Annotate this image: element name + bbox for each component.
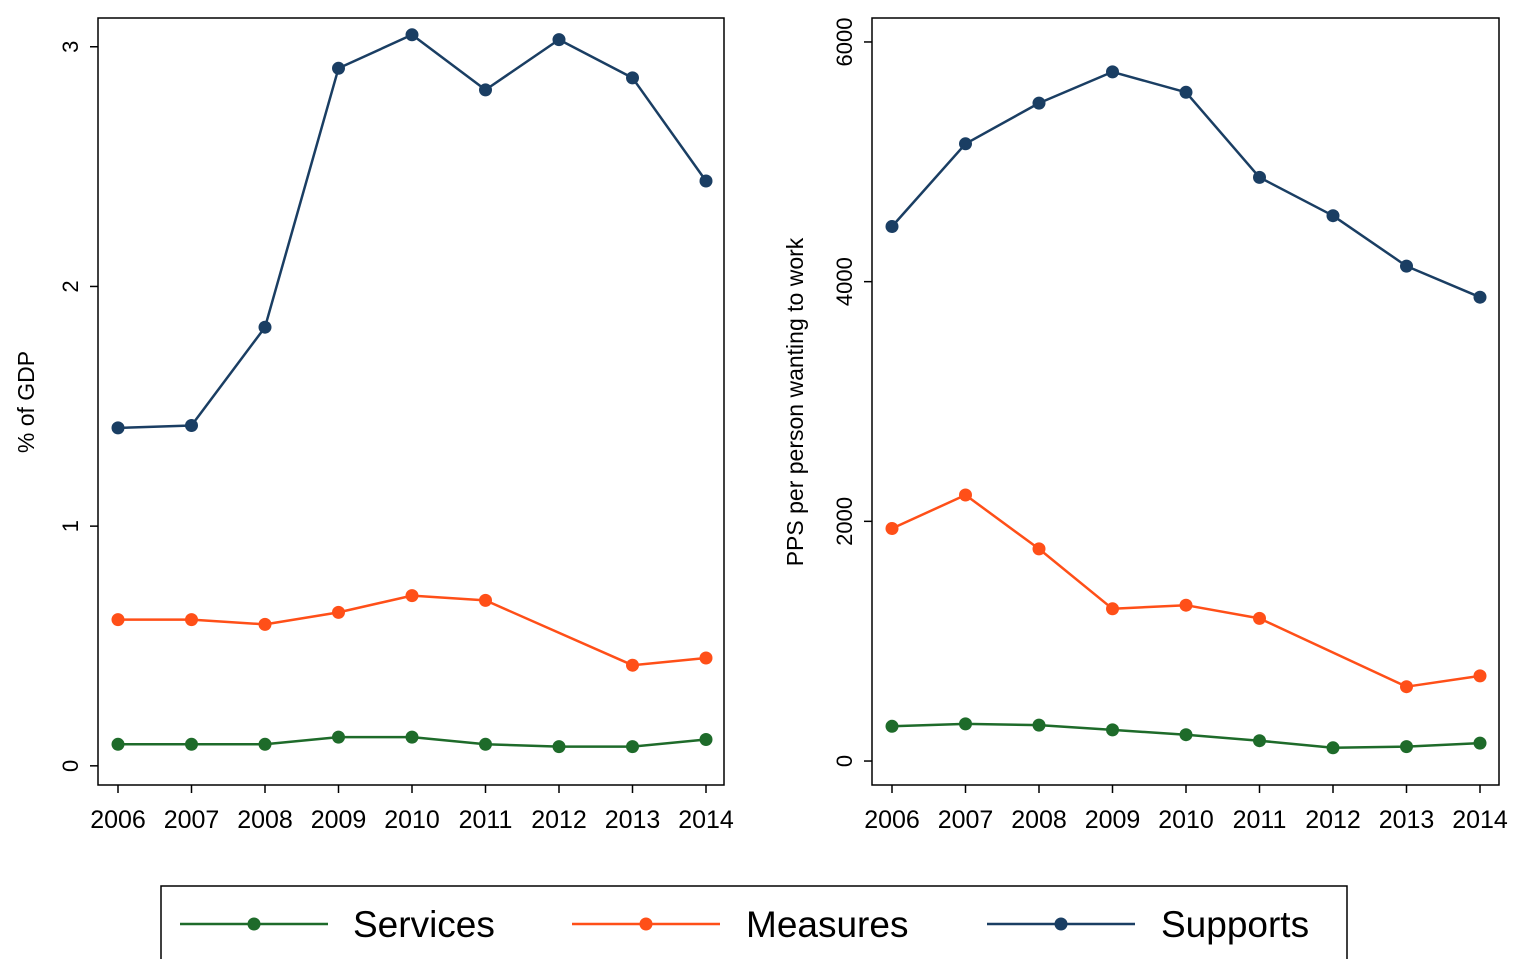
data-point-supports — [699, 174, 713, 188]
data-point-supports — [185, 419, 198, 432]
data-point-services — [1179, 728, 1193, 742]
data-point-services — [626, 740, 639, 754]
legend-label-services: Services — [353, 904, 495, 945]
data-point-supports — [1473, 290, 1487, 304]
data-point-measures — [1253, 611, 1266, 625]
data-point-measures — [332, 605, 345, 619]
data-point-supports — [552, 33, 566, 47]
data-point-services — [258, 737, 272, 751]
data-point-measures — [1106, 602, 1119, 616]
chart-panel-1: 0 1 2 3 2006 2007 2008 2009 2010 2011 2012 2013 2014… — [13, 17, 734, 834]
y-tick-label: 0 — [58, 760, 83, 772]
x-tick-label: 2014 — [678, 806, 734, 834]
data-point-services — [185, 737, 198, 751]
data-point-services — [959, 717, 972, 731]
data-point-supports — [959, 137, 972, 151]
data-point-measures — [258, 617, 272, 631]
data-point-services — [552, 740, 566, 754]
data-point-services — [885, 719, 899, 733]
legend-box — [160, 885, 1348, 964]
y-tick-label: 1 — [58, 520, 83, 532]
series-line-measures — [891, 493, 1481, 688]
data-point-measures — [1032, 542, 1046, 556]
data-point-services — [332, 730, 345, 744]
legend-marker-supports — [1054, 917, 1068, 931]
data-point-supports — [626, 71, 639, 85]
data-point-measures — [885, 522, 899, 535]
y-tick-label: 4000 — [832, 257, 857, 306]
x-tick-label: 2013 — [1379, 806, 1435, 834]
y-tick-label: 6000 — [832, 17, 857, 66]
data-point-services — [699, 733, 713, 746]
x-tick-label: 2012 — [531, 806, 587, 834]
legend-label-measures: Measures — [746, 904, 908, 945]
data-point-supports — [1179, 85, 1193, 99]
x-tick-label: 2006 — [90, 806, 146, 834]
data-point-services — [1473, 736, 1487, 750]
x-tick-label: 2010 — [1158, 806, 1214, 834]
x-tick-label: 2007 — [164, 806, 220, 834]
y-tick-label: 3 — [58, 41, 83, 53]
data-point-supports — [1032, 96, 1046, 110]
legend: Services Measures Supports — [160, 885, 1348, 964]
data-point-supports — [1253, 170, 1266, 184]
plot-frame — [97, 17, 725, 786]
x-tick-label: 2009 — [311, 806, 367, 834]
data-point-measures — [959, 488, 972, 502]
y-axis-label: % of GDP — [13, 351, 39, 453]
data-point-supports — [479, 83, 492, 97]
y-tick-label: 0 — [832, 755, 857, 767]
data-point-services — [405, 730, 419, 744]
y-tick-label: 2 — [58, 280, 83, 292]
x-tick-label: 2011 — [1233, 806, 1287, 834]
data-point-measures — [479, 593, 492, 607]
chart-panel-2: 0 2000 4000 6000 2006 2007 2008 2009 2010 2011 201… — [782, 17, 1508, 834]
x-tick-label: 2009 — [1085, 806, 1141, 834]
legend-marker-services — [247, 917, 261, 931]
data-point-services — [479, 737, 492, 751]
data-point-services — [1032, 718, 1046, 732]
data-point-measures — [626, 658, 639, 672]
x-tick-label: 2014 — [1452, 806, 1508, 834]
legend-marker-measures — [639, 917, 653, 931]
series-line-supports — [117, 33, 708, 430]
data-point-measures — [1400, 680, 1413, 694]
data-point-services — [1106, 723, 1119, 737]
y-axis-label: PPS per person wanting to work — [782, 237, 808, 566]
data-point-measures — [111, 613, 125, 627]
data-point-supports — [885, 220, 899, 233]
data-point-supports — [1326, 209, 1340, 223]
y-tick-label: 2000 — [832, 497, 857, 546]
series-line-supports — [891, 70, 1481, 299]
x-tick-label: 2012 — [1305, 806, 1361, 834]
data-point-supports — [111, 421, 125, 435]
x-tick-label: 2008 — [237, 806, 293, 834]
data-point-services — [1326, 741, 1340, 755]
data-point-supports — [1400, 259, 1413, 273]
data-point-supports — [405, 28, 419, 42]
x-tick-label: 2008 — [1011, 806, 1067, 834]
plot-frame — [871, 17, 1500, 786]
data-point-supports — [332, 61, 345, 75]
data-point-services — [1400, 740, 1413, 754]
x-tick-label: 2010 — [384, 806, 440, 834]
data-point-supports — [1106, 65, 1119, 79]
x-tick-label: 2007 — [938, 806, 994, 834]
data-point-measures — [185, 613, 198, 627]
data-point-measures — [405, 589, 419, 603]
data-point-measures — [1179, 598, 1193, 612]
x-tick-label: 2011 — [459, 806, 513, 834]
data-point-supports — [258, 320, 272, 334]
data-point-services — [111, 737, 125, 751]
series-line-measures — [118, 594, 707, 667]
x-tick-label: 2006 — [864, 806, 920, 834]
data-point-measures — [699, 651, 713, 665]
data-point-measures — [1473, 669, 1487, 683]
legend-label-supports: Supports — [1161, 904, 1309, 945]
data-point-services — [1253, 734, 1266, 748]
x-tick-label: 2013 — [605, 806, 661, 834]
